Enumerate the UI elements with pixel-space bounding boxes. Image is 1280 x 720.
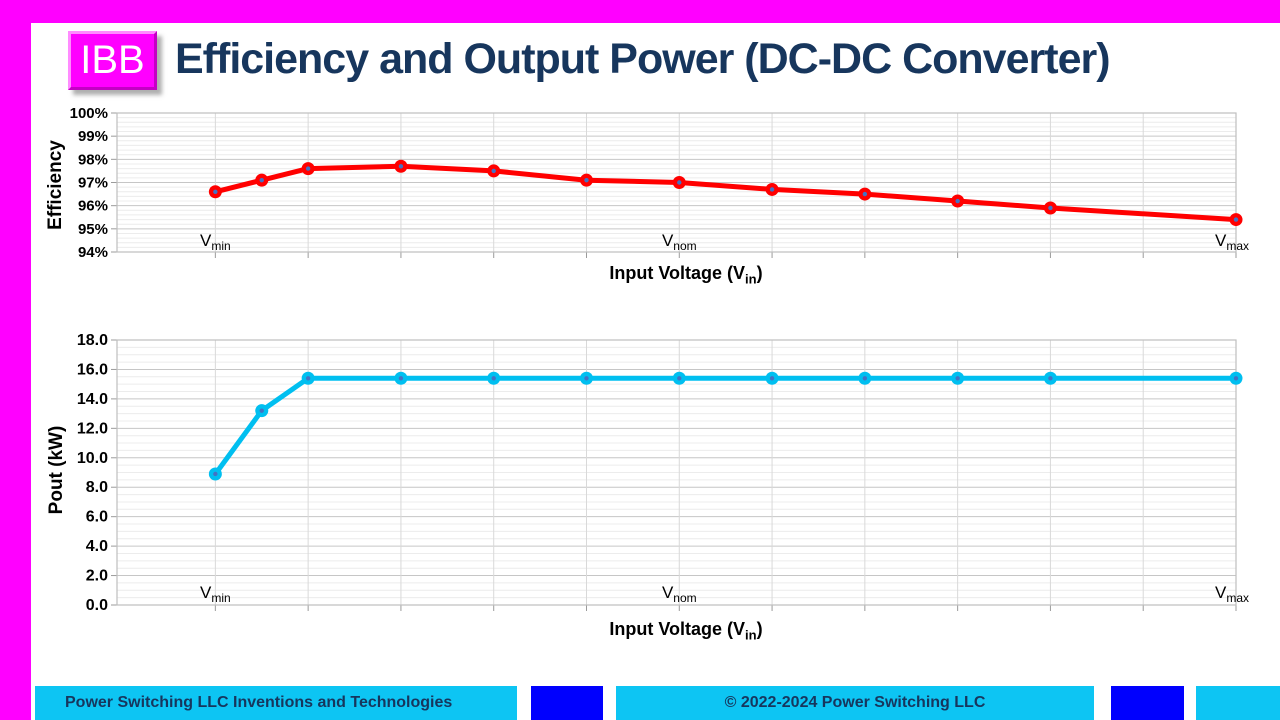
data-point-center-dot (305, 166, 311, 171)
data-point-center-dot (398, 376, 404, 381)
minor-gridlines (117, 346, 1236, 599)
data-point-center-dot (862, 191, 868, 197)
x-point-label: Vmin (200, 231, 231, 253)
data-point-center-dot (955, 198, 960, 204)
footer-blue-square (531, 686, 603, 720)
y-tick-label: 99% (78, 128, 108, 145)
data-point-center-dot (769, 187, 775, 192)
data-point-center-dot (584, 376, 589, 381)
y-tick-label: 10.0 (77, 450, 108, 467)
y-tick-label: 100% (70, 105, 108, 122)
x-axis-title-text: Input Voltage (V (609, 263, 746, 283)
data-point-markers (208, 371, 1243, 481)
y-tick-label: 4.0 (86, 538, 108, 555)
y-tick-label: 16.0 (77, 361, 108, 378)
footer-cyan-end-bar (1196, 686, 1280, 720)
y-tick-label: 96% (78, 198, 108, 215)
y-tick-label: 0.0 (86, 597, 108, 614)
plot-area-border (116, 339, 1237, 606)
x-point-label: Vmax (1215, 583, 1249, 605)
x-axis-point-labels: Vmin Vnom Vmax (200, 583, 1249, 605)
page-title: Efficiency and Output Power (DC-DC Conve… (175, 35, 1111, 83)
data-point-center-dot (862, 376, 868, 381)
x-point-label: Vmin (200, 583, 231, 605)
series-line (212, 163, 1239, 223)
ibb-logo: IBB (68, 31, 157, 90)
data-point-center-dot (398, 164, 404, 169)
data-point-center-dot (1048, 376, 1053, 381)
efficiency-chart: 100% 99% 98% 97% 96% 95% 94% Vmin Vnom Vmax (70, 105, 1249, 261)
data-point-center-dot (259, 177, 264, 183)
y-tick-label: 95% (78, 221, 108, 238)
x-axis-title-subscript: in (745, 627, 757, 643)
x-axis-title-subscript: in (745, 271, 757, 287)
x-axis-title-text: Input Voltage (V (609, 619, 746, 639)
x-point-label: Vmax (1215, 231, 1249, 253)
x-axis-title-suffix: ) (756, 619, 763, 639)
data-point-center-dot (1048, 205, 1053, 211)
magenta-left-border (0, 0, 31, 720)
y-tick-label: 94% (78, 244, 108, 261)
data-point-center-dot (491, 168, 496, 174)
pout-x-axis-title: Input Voltage (Vin) (436, 619, 936, 643)
data-point-center-dot (213, 189, 218, 194)
x-point-label: Vnom (662, 583, 697, 605)
y-tick-label: 6.0 (86, 509, 108, 526)
data-point-center-dot (213, 471, 218, 477)
data-point-center-dot (491, 376, 496, 381)
footer-copyright-banner: © 2022-2024 Power Switching LLC (616, 686, 1094, 720)
footer-company-banner: Power Switching LLC Inventions and Techn… (35, 686, 517, 720)
data-point-center-dot (955, 376, 960, 381)
y-axis-tick-labels: 100% 99% 98% 97% 96% 95% 94% (70, 105, 108, 261)
data-point-center-dot (1233, 217, 1239, 222)
y-tick-label: 8.0 (86, 479, 108, 496)
data-point-center-dot (677, 376, 682, 381)
data-point-center-dot (677, 180, 682, 185)
magenta-top-border (0, 0, 1280, 23)
plot-area-border (116, 112, 1237, 253)
x-point-label: Vnom (662, 231, 697, 253)
y-axis-tick-labels: 18.0 16.0 14.0 12.0 10.0 8.0 6.0 4.0 2.0 0.0 (77, 332, 108, 614)
footer-blue-square (1111, 686, 1184, 720)
series-line (212, 375, 1239, 477)
data-point-center-dot (259, 408, 264, 413)
efficiency-x-axis-title: Input Voltage (Vin) (436, 263, 936, 287)
y-tick-label: 14.0 (77, 391, 108, 408)
y-tick-label: 18.0 (77, 332, 108, 349)
y-tick-label: 2.0 (86, 568, 108, 585)
data-point-center-dot (1233, 376, 1239, 381)
data-point-markers (208, 159, 1243, 227)
x-axis-title-suffix: ) (756, 263, 763, 283)
y-tick-label: 98% (78, 151, 108, 168)
data-point-center-dot (305, 376, 311, 381)
data-point-center-dot (584, 177, 589, 183)
y-tick-label: 12.0 (77, 420, 108, 437)
y-tick-label: 97% (78, 175, 108, 192)
data-point-center-dot (769, 376, 775, 381)
x-axis-point-labels: Vmin Vnom Vmax (200, 231, 1249, 253)
